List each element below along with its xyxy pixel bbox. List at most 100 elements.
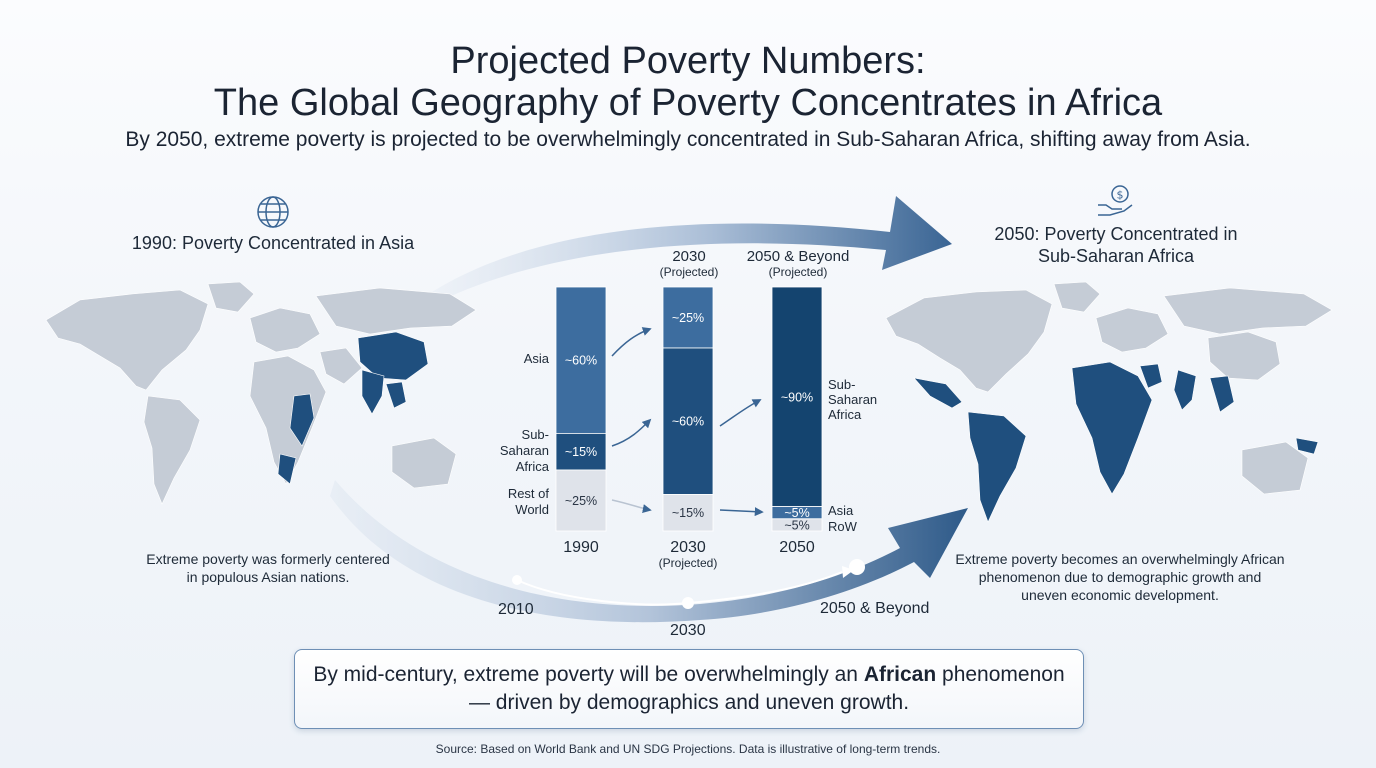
- top-sweep-arrow: [420, 196, 952, 306]
- subtitle: By 2050, extreme poverty is projected to…: [125, 128, 1251, 151]
- flow-arrow: [611, 327, 652, 357]
- timeline-label-2050: 2050 & Beyond: [820, 600, 930, 617]
- bar-segment-1990-asia: [555, 286, 607, 434]
- bar-segment-2030-sub-saharan-africa: [662, 347, 714, 495]
- svg-text:$: $: [1117, 189, 1124, 202]
- right-heading-line-1: 2050: Poverty Concentrated in: [994, 224, 1238, 244]
- bar-value-label-1990-asia: ~60%: [565, 354, 597, 368]
- bar-value-label-2050-asia: ~5%: [784, 506, 809, 520]
- callout-line-1: By mid-century, extreme poverty will be …: [295, 661, 1083, 689]
- flow-arrow: [611, 418, 652, 447]
- bar-year-2030-sub: (Projected): [658, 556, 718, 570]
- bar-value-label-2030-sub-saharan-africa: ~60%: [672, 415, 704, 429]
- callout-line-2: — driven by demographics and uneven grow…: [468, 691, 910, 714]
- right-label-ssa: Sub- Saharan Africa: [828, 377, 878, 422]
- map-highlight-africa-south: [277, 453, 297, 485]
- bar-segment-2050-sub-saharan-africa: [771, 286, 823, 508]
- bottom-sweep-arrow: [330, 480, 968, 623]
- map-highlight-africa-east: [289, 393, 315, 447]
- right-heading-line-2: Sub-Saharan Africa: [1037, 246, 1195, 266]
- map-china: [1207, 331, 1281, 381]
- bar-segment-2030-rest-of-world: [662, 493, 714, 532]
- left-caption: Extreme poverty was formerly centered in…: [118, 550, 418, 586]
- map-north-america: [45, 289, 209, 391]
- map-highlight-se-asia: [385, 381, 407, 409]
- bar-value-label-2050-sub-saharan-africa: ~90%: [781, 390, 813, 404]
- map-australia: [391, 437, 457, 489]
- column-header-2050-title: 2050 & Beyond: [746, 248, 850, 265]
- timeline-dot-2030: [682, 597, 694, 609]
- map-australia: [1241, 441, 1309, 495]
- timeline-dot-2050: [849, 559, 865, 575]
- globe-icon: [257, 196, 289, 228]
- title-line-2: The Global Geography of Poverty Concentr…: [213, 82, 1163, 124]
- right-label-row: RoW: [828, 519, 857, 534]
- map-north-america: [885, 289, 1053, 393]
- column-header-2050: 2050 & Beyond (Projected): [730, 248, 866, 280]
- left-label-row: Rest of World: [507, 486, 549, 517]
- map-highlight-south-asia: [1173, 369, 1197, 411]
- map-russia: [1163, 287, 1333, 335]
- bar-value-label-2050-rest-of-world: ~5%: [784, 518, 809, 532]
- hand-coin-icon: $: [1098, 185, 1133, 216]
- timeline-label-2010: 2010: [498, 601, 534, 618]
- timeline-label-2030: 2030: [670, 622, 706, 639]
- bar-segment-2030-asia: [662, 286, 714, 349]
- right-label-asia: Asia: [828, 503, 854, 518]
- bar-year-2030: 2030: [670, 539, 706, 556]
- flow-arrow: [611, 499, 652, 513]
- map-south-america: [143, 395, 201, 505]
- timeline-dot-2010: [512, 575, 522, 585]
- map-africa: [249, 355, 327, 485]
- map-russia: [315, 287, 477, 335]
- map-greenland: [207, 281, 255, 313]
- map-highlight-central-america: [913, 377, 963, 409]
- left-heading: 1990: Poverty Concentrated in Asia: [131, 233, 415, 253]
- map-highlight-india: [361, 369, 385, 415]
- bar-year-1990: 1990: [563, 539, 599, 556]
- map-highlight-africa: [1071, 361, 1153, 495]
- right-caption-line-1: Extreme poverty becomes an overwhelmingl…: [955, 551, 1285, 567]
- map-greenland: [1053, 281, 1101, 313]
- left-caption-line-2: in populous Asian nations.: [186, 569, 350, 585]
- bar-segment-1990-rest-of-world: [555, 469, 607, 532]
- column-header-2030-title: 2030: [672, 248, 706, 265]
- callout-text-bold: African: [863, 663, 937, 686]
- title-line-1: Projected Poverty Numbers:: [450, 40, 926, 82]
- right-heading: 2050: Poverty Concentrated in Sub-Sahara…: [966, 223, 1266, 267]
- left-label-asia: Asia: [523, 351, 549, 366]
- column-header-2050-sub: (Projected): [768, 265, 828, 279]
- left-caption-line-1: Extreme poverty was formerly centered: [146, 551, 390, 567]
- column-header-2030: 2030 (Projected): [636, 248, 742, 280]
- map-europe: [1095, 307, 1169, 353]
- column-header-2030-sub: (Projected): [659, 265, 719, 279]
- callout-text-before: By mid-century, extreme poverty will be …: [313, 663, 864, 686]
- left-label-ssa: Sub- Saharan Africa: [499, 427, 549, 474]
- flow-arrow: [719, 507, 764, 517]
- source-note: Source: Based on World Bank and UN SDG P…: [435, 742, 941, 756]
- bar-value-label-1990-sub-saharan-africa: ~15%: [565, 445, 597, 459]
- bar-year-2050: 2050: [779, 539, 815, 556]
- bar-segment-2050-rest-of-world: [771, 518, 823, 532]
- right-caption-line-2: phenomenon due to demographic growth and: [978, 569, 1262, 585]
- world-map-1990: [45, 281, 477, 505]
- bar-segment-1990-sub-saharan-africa: [555, 432, 607, 471]
- map-highlight-south-america: [967, 411, 1027, 523]
- map-highlight-png: [1295, 437, 1319, 455]
- map-highlight-middle-east: [1139, 363, 1163, 389]
- bar-value-label-2030-asia: ~25%: [672, 311, 704, 325]
- callout-text-after: phenomenon: [936, 663, 1065, 686]
- right-caption-line-3: uneven economic development.: [1021, 587, 1219, 603]
- map-highlight-china: [357, 331, 429, 381]
- world-map-2050: [885, 281, 1333, 523]
- map-europe: [249, 307, 321, 353]
- map-middle-east: [319, 347, 363, 385]
- summary-callout: By mid-century, extreme poverty will be …: [294, 649, 1084, 729]
- bar-value-label-2030-rest-of-world: ~15%: [672, 506, 704, 520]
- right-caption: Extreme poverty becomes an overwhelmingl…: [940, 550, 1300, 604]
- bar-value-label-1990-rest-of-world: ~25%: [565, 494, 597, 508]
- flow-arrow: [719, 399, 762, 427]
- map-highlight-se-asia: [1209, 375, 1235, 413]
